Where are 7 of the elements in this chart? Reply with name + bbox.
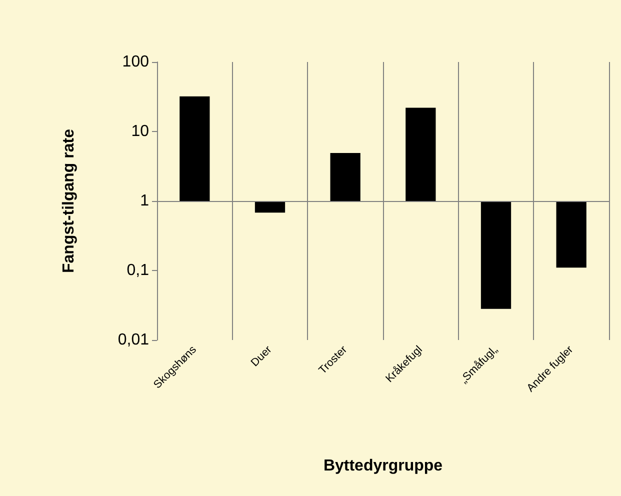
y-tick-label: 0,01 [118,332,150,348]
y-tick-label: 1 [140,192,150,210]
y-axis-title: Fangst-tilgang rate [60,128,78,274]
y-tick-label: 10 [131,123,150,140]
y-tick-label: 100 [122,54,150,70]
x-axis-title: Byttedyrgruppe [323,458,443,474]
y-tick-label: 0,1 [126,262,150,279]
